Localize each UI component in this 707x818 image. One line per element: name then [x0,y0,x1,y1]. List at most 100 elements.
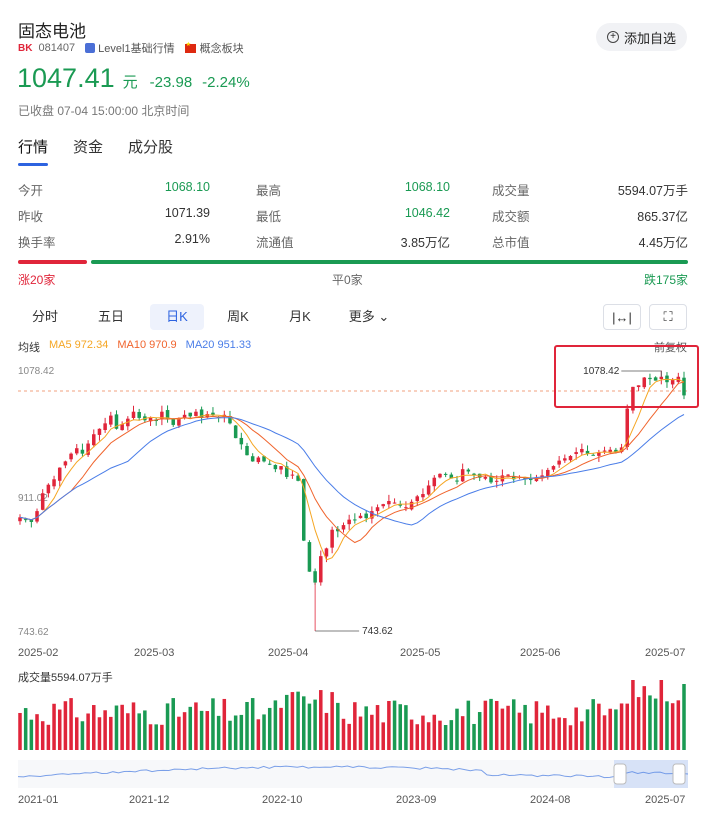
y-axis-min: 743.62 [18,627,49,638]
candle [449,474,454,479]
market-status: 已收盘 07-04 15:00:00 北京时间 [18,104,190,118]
period-more[interactable]: 更多 ⌄ [338,304,400,330]
volume-bar [57,709,62,750]
volume-bar [222,698,227,750]
period-five-day[interactable]: 五日 [97,309,124,324]
breadth-down-label: 跌175家 [643,273,688,287]
candle [103,423,107,431]
volume-bar [455,708,459,750]
volume-bar [330,692,334,750]
candle [585,450,590,454]
volume-bar [489,698,493,750]
volume-bar [245,701,249,750]
period-more-label: 更多 [348,309,375,324]
candle [557,460,561,465]
volume-bar [296,691,300,750]
candle [625,408,630,448]
candle [177,418,181,426]
period-weekly-k[interactable]: 周K [227,309,249,324]
candle [432,477,437,487]
candle [313,571,317,583]
volume-bar [534,701,539,750]
candle [160,411,164,420]
volume-bar [477,712,482,750]
candle [546,469,550,477]
stat-value: 2.91% [174,232,210,246]
volume-bar [460,716,465,750]
main-tabs: 行情 资金 成分股 [18,136,198,166]
stat-value: 4.45万亿 [638,236,688,250]
stat-label: 换手率 [18,236,56,250]
navigator-label: 2021-01 [18,794,59,806]
candle [415,496,420,502]
x-axis-label: 2025-03 [134,647,175,659]
volume-bar [103,710,107,750]
concept-label: 概念板块 [199,43,244,55]
x-axis-label: 2025-05 [400,647,441,659]
candle [648,377,652,380]
breadth-up-label: 涨20家 [18,273,56,287]
ma5-label: MA5 972.34 [49,339,109,351]
volume-bar [256,719,261,750]
stat-value: 3.85万亿 [400,236,450,250]
volume-bar [143,710,147,750]
period-intraday[interactable]: 分时 [31,309,58,324]
candle [443,473,448,475]
china-flag-icon [184,41,196,53]
volume-bar [273,700,278,750]
volume-bar [97,717,102,750]
stat-value: 1068.10 [164,180,210,194]
candle [636,385,641,388]
candle [188,412,193,417]
volume-bar [619,703,624,750]
candle [506,474,510,476]
tab-constituents[interactable]: 成分股 [128,139,174,156]
candle [370,511,374,519]
ma20-line [19,414,685,526]
x-axis-label: 2025-06 [520,647,561,659]
volume-bar [421,715,425,750]
period-monthly-k[interactable]: 月K [289,309,311,324]
volume-bar [636,697,641,750]
board-code: 081407 [38,42,76,54]
candle [574,452,578,455]
volume-bar [426,722,431,750]
volume-bar [313,699,317,750]
volume-bar [239,714,244,750]
volume-bar [324,712,329,750]
tab-market[interactable]: 行情 [18,136,49,166]
volume-bar [574,707,578,750]
navigator-label: 2021-12 [129,794,170,806]
candle [171,418,175,425]
volume-bar [188,706,193,750]
volume-bar [529,723,533,750]
price-change-pct: -2.24% [202,74,250,91]
volume-bar [398,704,402,750]
volume-bar [336,702,340,750]
candle [279,466,283,470]
fit-width-button[interactable]: |↔| [603,304,641,330]
candle [35,511,39,522]
volume-bar [585,709,590,750]
volume-bar [653,698,658,750]
candle [670,379,675,385]
volume-bar [659,680,664,750]
candle [120,424,124,431]
volume-bar [370,714,374,750]
fullscreen-button[interactable]: ⛶ [649,304,687,330]
add-watchlist-label: 添加自选 [623,30,676,46]
period-daily-k[interactable]: 日K [150,304,204,330]
stat-label: 总市值 [492,236,530,250]
volume-bar [494,700,499,750]
tab-capital[interactable]: 资金 [73,139,104,156]
candle [597,452,601,456]
volume-bar [63,701,68,750]
candle [29,519,34,522]
add-watchlist-button[interactable]: + 添加自选 [596,23,687,51]
volume-bar [557,717,561,750]
volume-bar [216,715,221,750]
candle [523,477,527,480]
candle [426,485,431,495]
candle [319,556,323,583]
